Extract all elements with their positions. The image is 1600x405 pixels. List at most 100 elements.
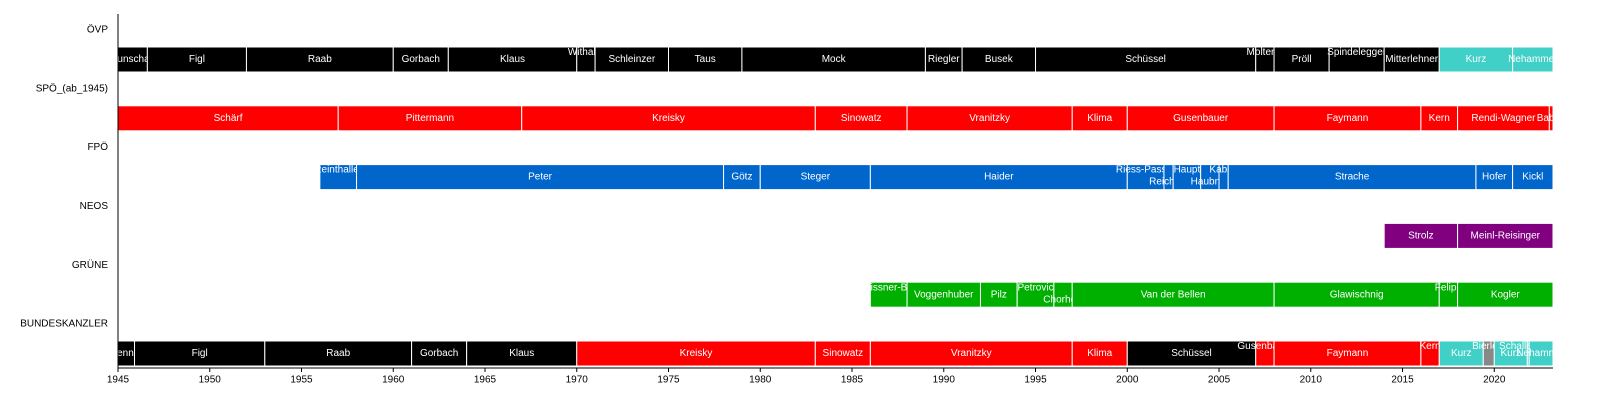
row-label: FPÖ [87, 141, 108, 153]
segment [447, 46, 578, 73]
segment [1457, 281, 1554, 308]
segment-label: Glawischnig [1330, 289, 1384, 300]
segment-label: Klima [1087, 113, 1112, 124]
segment-label: Bierlein [1472, 341, 1505, 352]
segment [1126, 164, 1165, 191]
segment [245, 46, 394, 73]
segment-label: Kickl [1522, 172, 1543, 183]
segment-label: Kreisky [652, 113, 685, 124]
segment-label: Vranitzky [969, 113, 1010, 124]
segment-label: Raab [326, 348, 350, 359]
segment-label: Voggenhuber [914, 289, 974, 300]
row-label: SPÖ_(ab_1945) [36, 82, 108, 94]
segment-label: Figl [192, 348, 208, 359]
segment-label: Pilz [991, 289, 1007, 300]
segment [1035, 46, 1257, 73]
segment [668, 46, 743, 73]
segment [1457, 222, 1554, 249]
segment-label: Busek [985, 54, 1014, 65]
x-tick-label: 2015 [1391, 375, 1414, 386]
segment [1227, 164, 1477, 191]
segment-label: Kogler [1491, 289, 1521, 300]
segment-label: Raab [308, 54, 332, 65]
segment [1493, 340, 1528, 367]
segment [576, 340, 816, 367]
segment-label: Renner [110, 348, 143, 359]
segment [1512, 164, 1554, 191]
x-tick-label: 1990 [933, 375, 956, 386]
segment [1457, 105, 1550, 132]
segment-label: Faymann [1327, 113, 1369, 124]
x-tick-label: 1950 [199, 375, 222, 386]
segment-label: Klaus [500, 54, 525, 65]
segment-label: Vranitzky [951, 348, 992, 359]
segment [723, 164, 761, 191]
segment-label: Haubner [1191, 177, 1230, 188]
plot-area: Kunschak Figl Raab Gorbach Klaus Withalm Schle… [110, 46, 1567, 367]
segment-label: Petrovic [1017, 282, 1053, 293]
segment-label: Spindelegger [1327, 47, 1387, 58]
segment [1273, 46, 1330, 73]
segment-label: Mitterlehner [1385, 54, 1438, 65]
segment [1126, 340, 1257, 367]
segment [466, 340, 578, 367]
segment-label: Mock [822, 54, 847, 65]
segment [979, 281, 1018, 308]
segment-label: Kern [1429, 113, 1450, 124]
segment-label: Haider [984, 172, 1014, 183]
segment [906, 281, 981, 308]
segment [741, 46, 926, 73]
segment-label: Schallenberg [1499, 341, 1557, 352]
segment [1512, 46, 1554, 73]
segment [1438, 46, 1514, 73]
segment [814, 105, 908, 132]
segment-label: Molterer [1247, 47, 1284, 58]
segment-label: Nehammer [1508, 54, 1558, 65]
segment-label: Riess-Passer [1116, 165, 1176, 176]
x-tick-label: 1995 [1024, 375, 1047, 386]
segment-label: Riegler [928, 54, 960, 65]
segment-label: Sinowatz [823, 348, 864, 359]
x-tick-label: 2000 [1116, 375, 1139, 386]
segment-label: Babler [1537, 113, 1567, 124]
x-tick-label: 2020 [1483, 375, 1506, 386]
segment-label: Rendi-Wagner [1471, 113, 1536, 124]
x-tick-label: 2005 [1208, 375, 1231, 386]
segment [1328, 46, 1385, 73]
segment [924, 46, 963, 73]
segment [1438, 340, 1484, 367]
segment [1126, 105, 1275, 132]
segment-label: Kreisky [680, 348, 713, 359]
x-tick-label: 1945 [107, 375, 130, 386]
row-label: BUNDESKANZLER [20, 319, 108, 330]
segment-label: Kurz [1451, 348, 1472, 359]
segment-label: Gusenbauer [1173, 113, 1229, 124]
segment-label: Felipe [1435, 282, 1463, 293]
segment-label: Nehammer [1516, 348, 1566, 359]
segment-label: Reinthaller [314, 165, 362, 176]
segment-label: Kabas [1209, 165, 1237, 176]
segment [906, 105, 1073, 132]
segment [1071, 105, 1128, 132]
segment-label: Klima [1087, 348, 1112, 359]
segment [869, 164, 1128, 191]
x-tick-label: 1970 [566, 375, 589, 386]
segment [1383, 222, 1459, 249]
row-label: ÖVP [87, 24, 108, 36]
segment-label: Figl [189, 54, 205, 65]
segment-label: Chorherr [1043, 294, 1083, 305]
segment [594, 46, 670, 73]
segment [759, 164, 871, 191]
segment [1071, 340, 1128, 367]
segment-label: Schüssel [1125, 54, 1166, 65]
segment [411, 340, 468, 367]
segment-label: Taus [695, 54, 716, 65]
segment-label: Kunschak [111, 54, 156, 65]
x-tick-label: 1980 [749, 375, 772, 386]
x-tick-label: 1985 [841, 375, 864, 386]
segment [1016, 281, 1055, 308]
segment-label: Hofer [1482, 172, 1507, 183]
segment-label: Gorbach [420, 348, 458, 359]
x-tick-label: 2010 [1300, 375, 1323, 386]
